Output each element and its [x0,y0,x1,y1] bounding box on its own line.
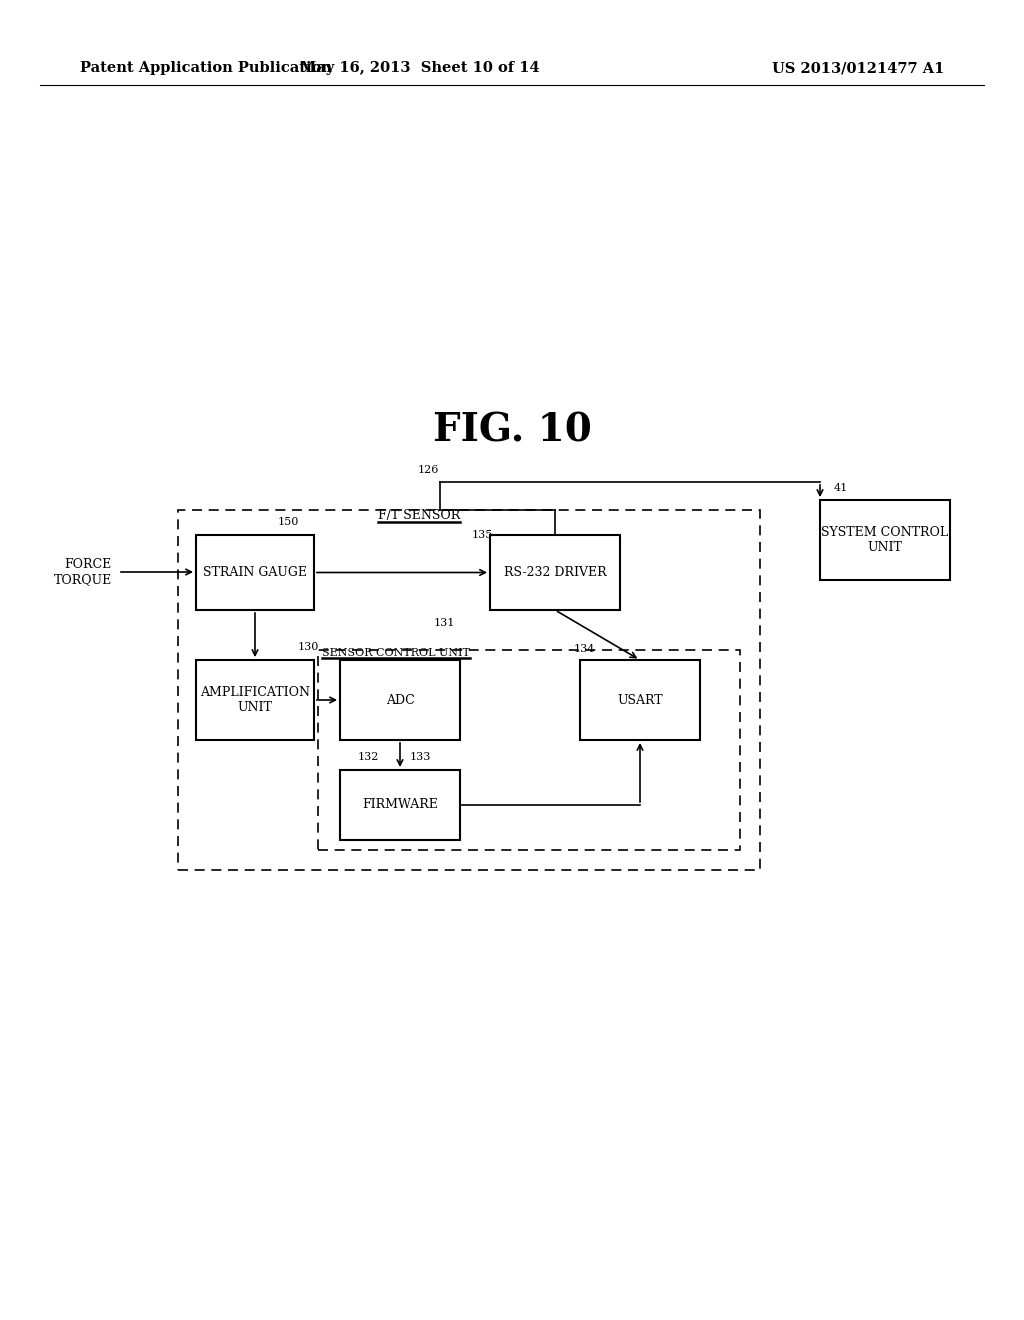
Bar [580,660,700,741]
Text: 130: 130 [298,642,319,652]
Text: ADC: ADC [386,693,415,706]
Text: US 2013/0121477 A1: US 2013/0121477 A1 [772,61,944,75]
Bar [340,660,460,741]
Text: F/T SENSOR: F/T SENSOR [378,510,460,521]
Text: FIRMWARE: FIRMWARE [362,799,438,812]
Text: May 16, 2013  Sheet 10 of 14: May 16, 2013 Sheet 10 of 14 [300,61,540,75]
Text: Patent Application Publication: Patent Application Publication [80,61,332,75]
Text: FIG. 10: FIG. 10 [432,411,592,449]
Text: 133: 133 [410,752,431,762]
Text: 134: 134 [574,644,595,653]
Bar [196,535,314,610]
Bar [490,535,620,610]
Text: RS-232 DRIVER: RS-232 DRIVER [504,566,606,579]
Bar [318,649,740,850]
Text: 150: 150 [278,517,299,527]
Text: 131: 131 [434,618,456,628]
Text: SENSOR CONTROL UNIT: SENSOR CONTROL UNIT [322,648,470,657]
Text: 135: 135 [472,531,494,540]
Bar [820,500,950,579]
Bar [196,660,314,741]
Text: 132: 132 [358,752,379,762]
Text: STRAIN GAUGE: STRAIN GAUGE [203,566,307,579]
Text: 41: 41 [834,483,848,492]
Bar [340,770,460,840]
Text: AMPLIFICATION
UNIT: AMPLIFICATION UNIT [200,686,310,714]
Text: FORCE
TORQUE: FORCE TORQUE [53,558,112,586]
Text: SYSTEM CONTROL
UNIT: SYSTEM CONTROL UNIT [821,525,948,554]
Text: USART: USART [617,693,663,706]
Bar [178,510,760,870]
Text: 126: 126 [418,465,439,475]
